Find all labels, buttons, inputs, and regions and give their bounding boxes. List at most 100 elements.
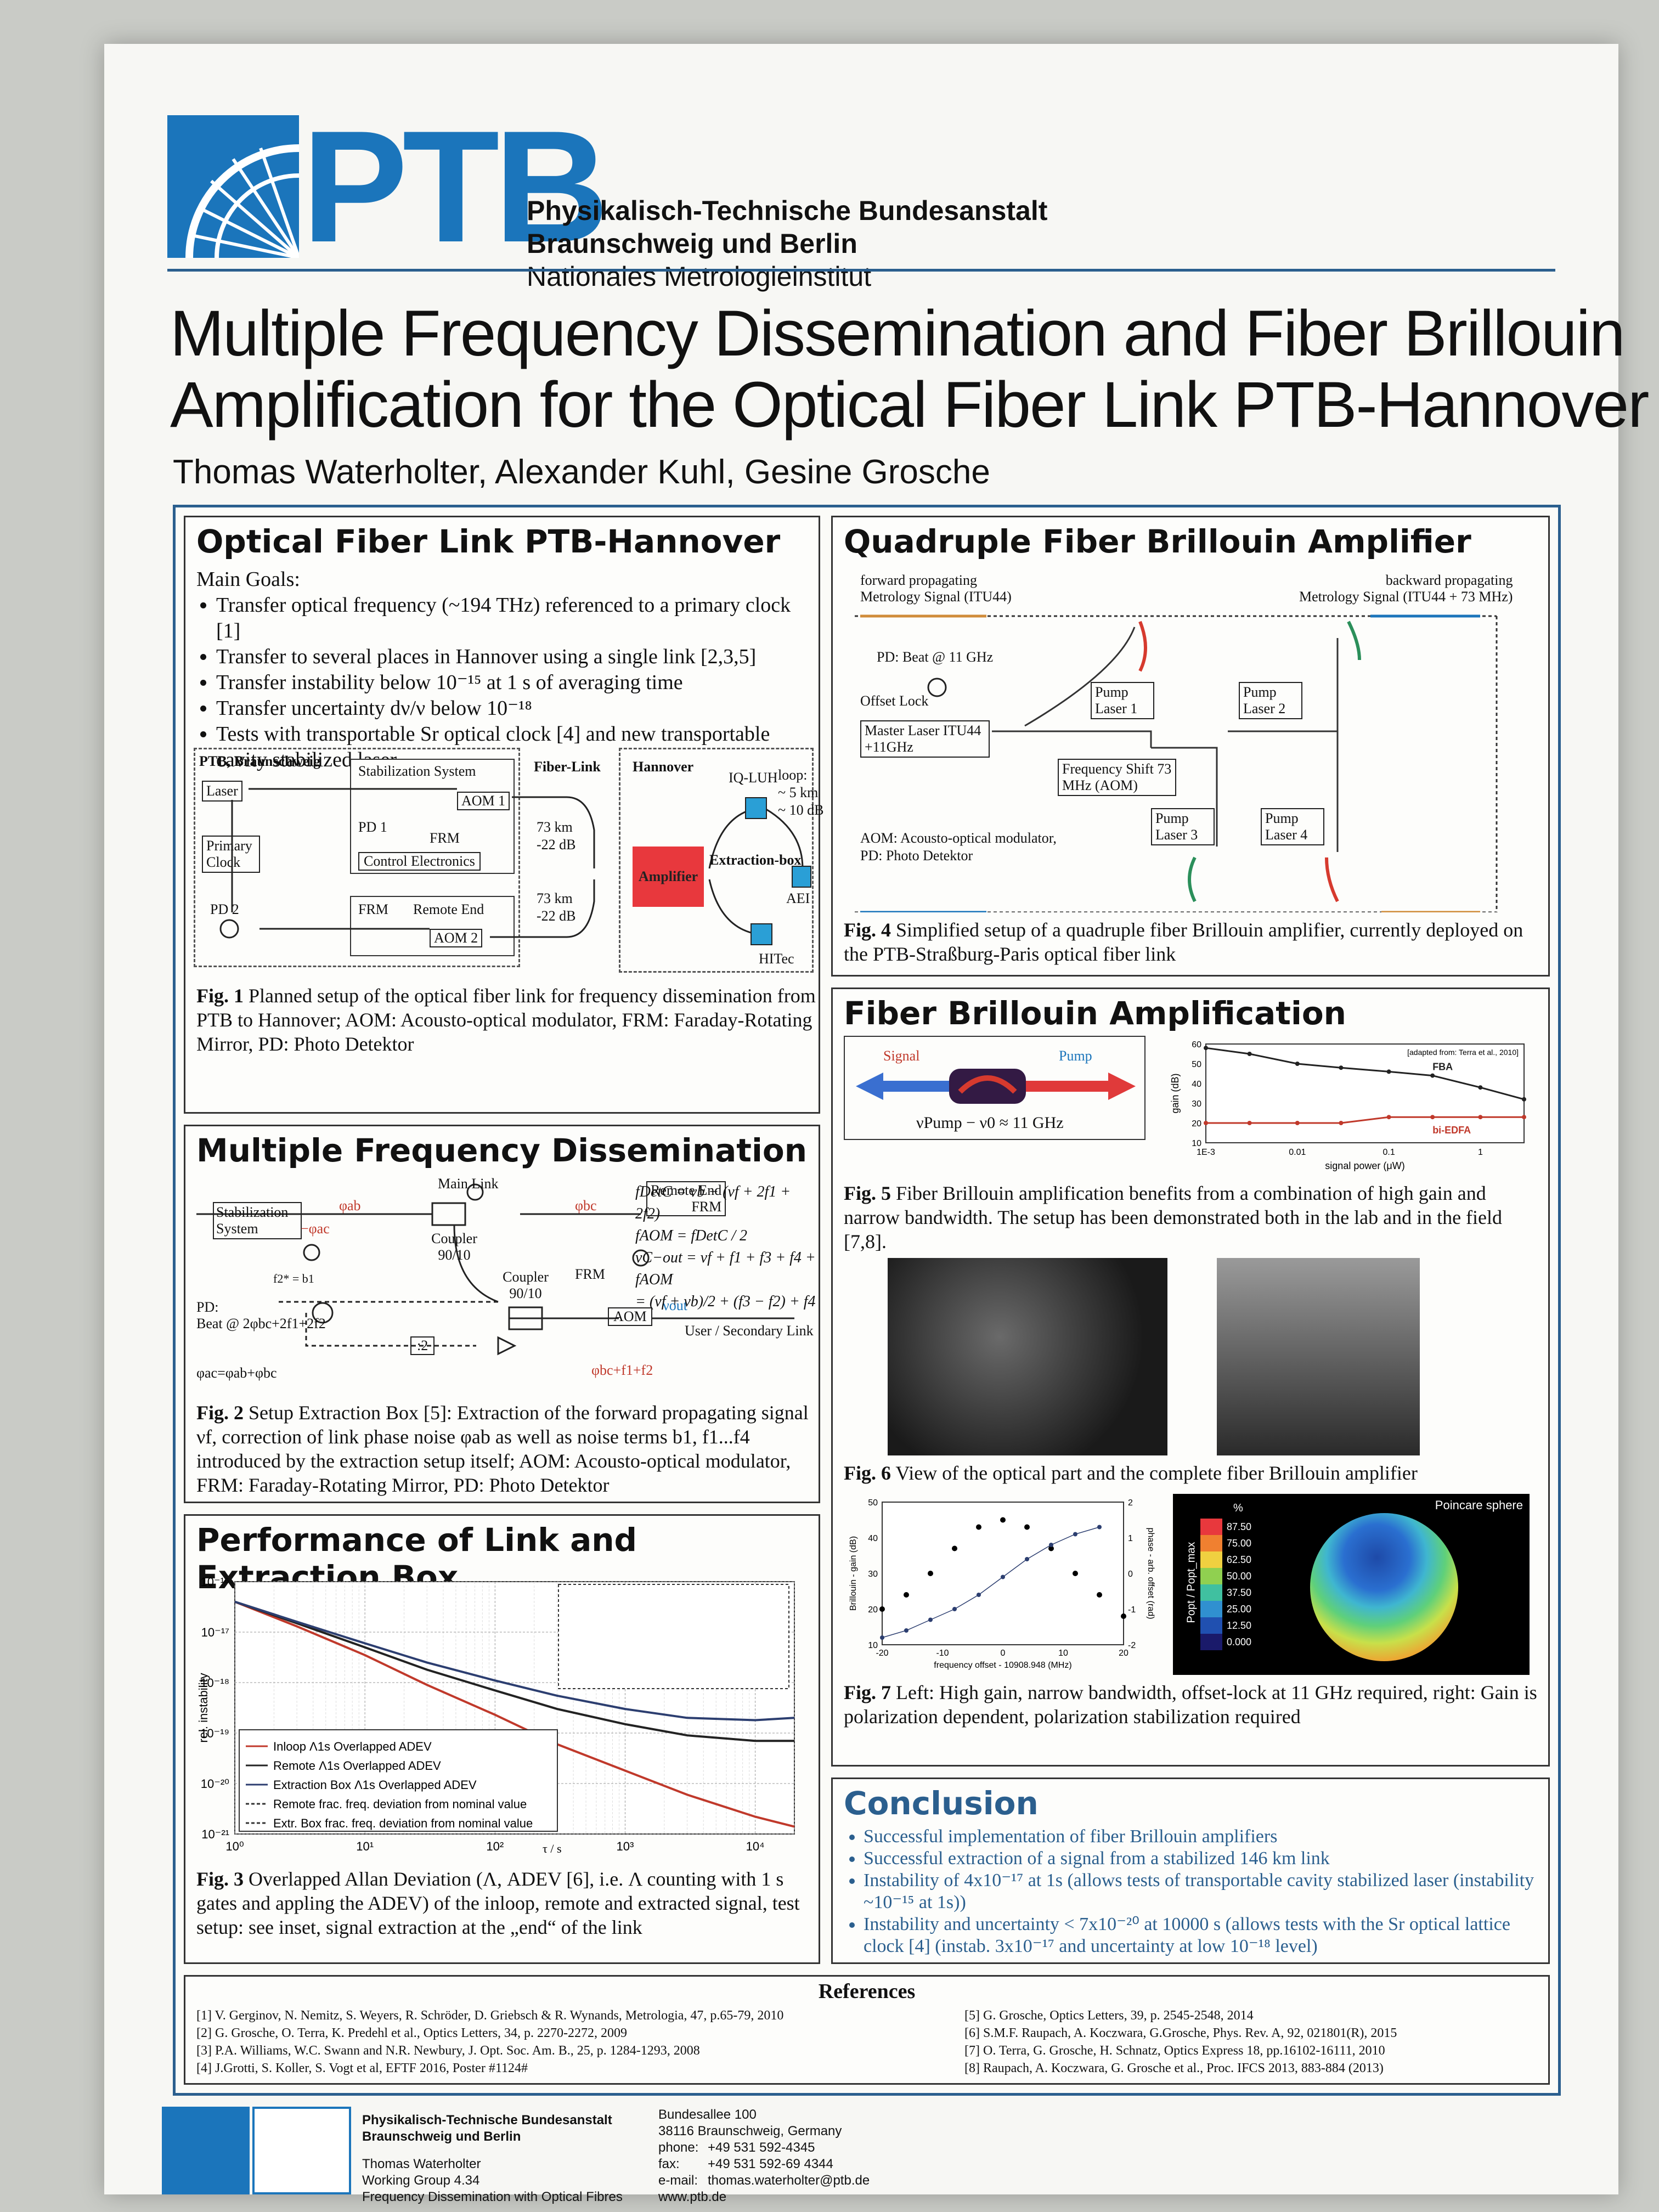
series-line bbox=[234, 1600, 794, 1742]
section-optical-fiber-link: Optical Fiber Link PTB-Hannover Main Goa… bbox=[184, 516, 824, 1114]
stab-system-label: Stabilization System bbox=[358, 763, 476, 779]
fig1-caption: Fig. 1 Planned setup of the optical fibe… bbox=[196, 984, 816, 1056]
legend-entry: 0.000 bbox=[1200, 1634, 1251, 1650]
data-point bbox=[1247, 1121, 1252, 1125]
legend-entry: 62.50 bbox=[1200, 1551, 1251, 1568]
hitec-node bbox=[751, 923, 772, 945]
legend-entry: 37.50 bbox=[1200, 1584, 1251, 1601]
pd1-label: PD 1 bbox=[358, 819, 387, 835]
inset-setup-diagram bbox=[558, 1584, 789, 1689]
pump-label: Pump bbox=[1059, 1048, 1092, 1064]
fiber-link-label: Fiber-Link bbox=[534, 759, 601, 775]
y-tick-label: 10⁻²¹ bbox=[201, 1827, 229, 1841]
frm-label: FRM bbox=[430, 830, 460, 846]
footer-email: e-mail: thomas.waterholter@ptb.de bbox=[658, 2172, 870, 2189]
caption-label: Fig. 6 bbox=[844, 1462, 891, 1484]
y-tick-label: 60 bbox=[1192, 1040, 1201, 1049]
legend-label: 87.50 bbox=[1227, 1521, 1252, 1532]
y-tick-label: 10⁻¹⁶ bbox=[201, 1575, 229, 1589]
x-tick-label: 10² bbox=[486, 1839, 504, 1853]
loop-km-label: ~ 5 km bbox=[778, 785, 819, 800]
y-tick-label: 10⁻¹⁹ bbox=[200, 1726, 229, 1740]
caption-text: Setup Extraction Box [5]: Extraction of … bbox=[196, 1402, 809, 1496]
footer-address: Bundesallee 100 38116 Braunschweig, Germ… bbox=[658, 2107, 870, 2205]
footer-web[interactable]: www.ptb.de bbox=[658, 2190, 727, 2204]
y-tick-label: 10⁻¹⁸ bbox=[200, 1676, 229, 1690]
fig7-caption: Fig. 7 Left: High gain, narrow bandwidth… bbox=[844, 1680, 1541, 1729]
reference-item: [7] O. Terra, G. Grosche, H. Schnatz, Op… bbox=[964, 2044, 1385, 2058]
email-label: e-mail: bbox=[658, 2173, 698, 2188]
iq-luh-node bbox=[745, 797, 767, 819]
data-point bbox=[1386, 1115, 1391, 1120]
x-tick-label: -10 bbox=[936, 1649, 949, 1658]
y-tick-label: 50 bbox=[868, 1498, 878, 1508]
caption-label: Fig. 1 bbox=[196, 985, 244, 1007]
authors: Thomas Waterholter, Alexander Kuhl, Gesi… bbox=[173, 453, 990, 491]
x-tick-label: 1 bbox=[1478, 1148, 1483, 1157]
x-tick-label: 0.01 bbox=[1289, 1148, 1306, 1157]
freq-shift-box: Frequency Shift 73 MHz (AOM) bbox=[1058, 759, 1176, 796]
remote-end-box bbox=[350, 896, 515, 956]
references-left: [1] V. Gerginov, N. Nemitz, S. Weyers, R… bbox=[196, 2007, 783, 2077]
data-point bbox=[1024, 1524, 1030, 1530]
control-electronics-box: Control Electronics bbox=[358, 852, 481, 871]
fig2-diagram: Main Link Stabilization System −φac φab … bbox=[191, 1176, 816, 1406]
legend-swatch bbox=[1200, 1617, 1222, 1634]
caption-label: Fig. 7 bbox=[844, 1681, 891, 1703]
reference-item: [2] G. Grosche, O. Terra, K. Predehl et … bbox=[196, 2026, 628, 2040]
institute-location: Braunschweig und Berlin bbox=[527, 228, 857, 259]
institute-subtitle: Nationales Metrologieinstitut bbox=[527, 261, 872, 292]
poincare-legend: 87.50 75.00 62.50 50.00 37.50 25.00 12.50 0.000 bbox=[1200, 1519, 1251, 1650]
legend-swatch bbox=[1200, 1519, 1222, 1535]
fig2-caption: Fig. 2 Setup Extraction Box [5]: Extract… bbox=[196, 1401, 816, 1497]
primary-clock-label: Primary Clock bbox=[206, 838, 252, 870]
fig3-caption: Fig. 3 Overlapped Allan Deviation (Λ, AD… bbox=[196, 1867, 816, 1939]
pd-label: PD: bbox=[196, 1299, 219, 1315]
ptb-logo bbox=[167, 115, 299, 258]
fax-label: fax: bbox=[658, 2157, 680, 2171]
reference-item: [4] J.Grotti, S. Koller, S. Vogt et al, … bbox=[196, 2061, 528, 2075]
aom1-box: AOM 1 bbox=[457, 792, 510, 810]
conclusion-item: Instability and uncertainty < 7x10⁻²⁰ at… bbox=[864, 1914, 1549, 1957]
y-tick-label: 40 bbox=[1192, 1080, 1201, 1089]
x-tick-label: 10¹ bbox=[356, 1839, 374, 1853]
goal-item: Transfer to several places in Hannover u… bbox=[216, 644, 811, 670]
amplifier-rack-photo bbox=[1217, 1258, 1420, 1455]
section-conclusion: Conclusion Successful implementation of … bbox=[831, 1778, 1550, 1964]
pump-laser-4-box: Pump Laser 4 bbox=[1261, 808, 1324, 845]
y-tick-label: 40 bbox=[868, 1534, 878, 1543]
conclusion-item: Instability of 4x10⁻¹⁷ at 1s (allows tes… bbox=[864, 1870, 1549, 1914]
loop-label: loop: bbox=[778, 767, 808, 783]
references-title: References bbox=[818, 1980, 916, 2003]
legend-label: Extraction Box Λ1s Overlapped ADEV bbox=[273, 1778, 477, 1792]
fax-value: +49 531 592-69 4344 bbox=[708, 2157, 833, 2171]
section-title: Optical Fiber Link PTB-Hannover bbox=[196, 523, 781, 560]
conclusion-item: Successful extraction of a signal from a… bbox=[864, 1848, 1549, 1870]
footer-name: Thomas Waterholter bbox=[362, 2157, 481, 2171]
series-label: bi-EDFA bbox=[1432, 1125, 1471, 1136]
data-point bbox=[1073, 1532, 1077, 1537]
legend-label: Inloop Λ1s Overlapped ADEV bbox=[273, 1740, 432, 1753]
equation: = (νf + νb)/2 + (f3 − f2) + f4 bbox=[635, 1293, 816, 1310]
loop-db-label: ~ 10 dB bbox=[778, 802, 824, 818]
beat-label: Beat @ 2φbc+2f1+2f2 bbox=[196, 1316, 326, 1331]
divider-box: :2 bbox=[410, 1336, 435, 1355]
caption-label: Fig. 4 bbox=[844, 919, 891, 941]
legend-label: 0.000 bbox=[1227, 1636, 1252, 1647]
data-point bbox=[1386, 1069, 1391, 1074]
caption-text: Planned setup of the optical fiber link … bbox=[196, 985, 816, 1055]
email-link[interactable]: thomas.waterholter@ptb.de bbox=[708, 2173, 870, 2188]
pd2-label: PD 2 bbox=[210, 901, 239, 917]
poincare-sphere bbox=[1310, 1513, 1458, 1661]
data-point bbox=[1097, 1592, 1102, 1598]
main-goals: Main Goals: Transfer optical frequency (… bbox=[196, 567, 811, 773]
goal-item: Transfer instability below 10⁻¹⁵ at 1 s … bbox=[216, 670, 811, 696]
institute-name: Physikalisch-Technische Bundesanstalt bbox=[527, 195, 1048, 226]
legend-label: Remote frac. freq. deviation from nomina… bbox=[273, 1797, 527, 1811]
iq-luh-label: IQ-LUH bbox=[729, 770, 778, 786]
y-tick-label: 10⁻²⁰ bbox=[201, 1777, 229, 1791]
data-point bbox=[880, 1635, 884, 1640]
pump-laser-1-box: Pump Laser 1 bbox=[1091, 682, 1154, 719]
references-right: [5] G. Grosche, Optics Letters, 39, p. 2… bbox=[964, 2007, 1397, 2077]
y-tick-label: 10 bbox=[868, 1641, 878, 1650]
